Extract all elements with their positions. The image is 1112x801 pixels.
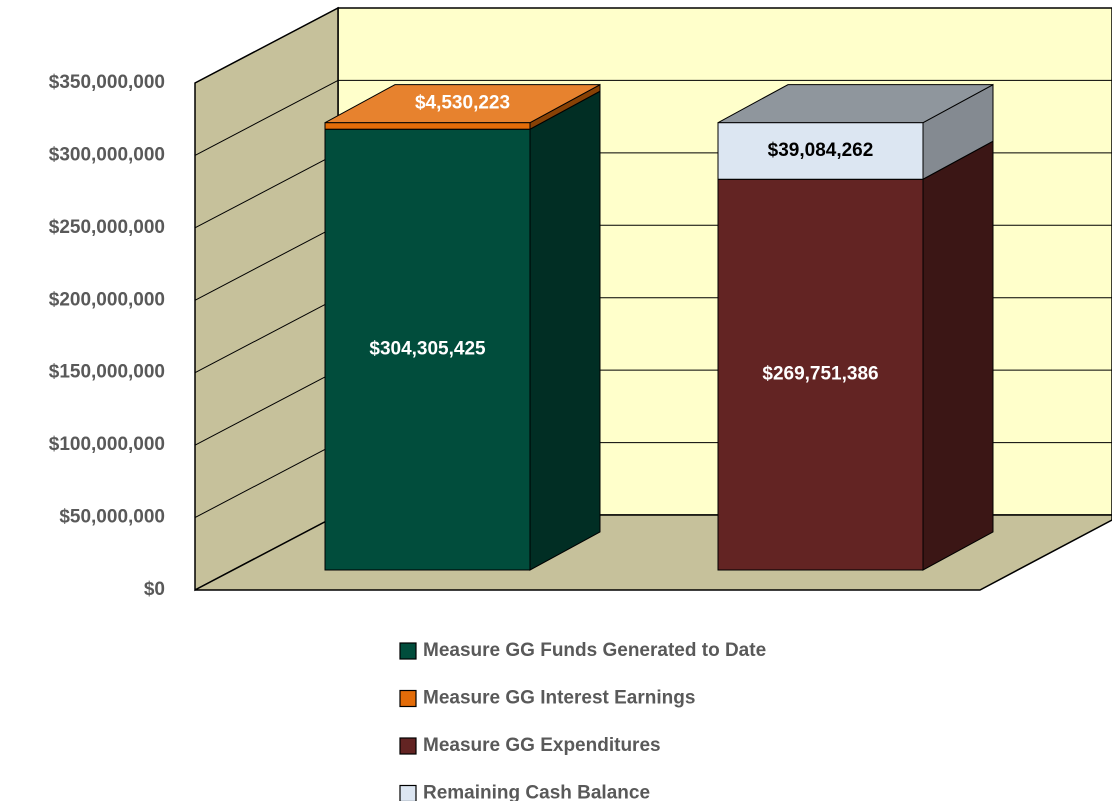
- legend-swatch: [399, 784, 417, 801]
- y-tick-label: $150,000,000: [49, 362, 165, 383]
- legend-swatch: [399, 689, 417, 708]
- grid-line: [194, 442, 339, 519]
- y-tick-label: $350,000,000: [49, 72, 165, 93]
- value-label: $39,084,262: [768, 140, 874, 161]
- y-tick-label: $250,000,000: [49, 217, 165, 238]
- bar-front: [717, 178, 924, 571]
- legend-swatch: [399, 642, 417, 660]
- value-label: $269,751,386: [762, 364, 878, 385]
- bar-front: [324, 122, 531, 130]
- bar-side: [529, 90, 601, 571]
- y-tick-label: $100,000,000: [49, 434, 165, 455]
- grid-line: [194, 152, 339, 229]
- legend-swatch: [399, 737, 417, 755]
- value-label: $304,305,425: [369, 339, 486, 360]
- grid-line: [194, 79, 339, 156]
- legend-label: Measure GG Funds Generated to Date: [423, 640, 766, 661]
- legend-label: Measure GG Interest Earnings: [423, 688, 695, 709]
- bar-top: [717, 84, 994, 124]
- grid-line: [194, 297, 339, 374]
- bar-front: [717, 122, 924, 180]
- bar-top: [324, 84, 601, 124]
- side-wall: [194, 6, 339, 592]
- y-tick-label: $200,000,000: [49, 289, 165, 310]
- value-label: $4,530,223: [415, 93, 510, 114]
- bar-side: [922, 140, 994, 571]
- legend-label: Measure GG Expenditures: [423, 735, 661, 756]
- y-tick-label: $300,000,000: [49, 144, 165, 165]
- grid-line: [194, 369, 339, 446]
- legend-label: Remaining Cash Balance: [423, 783, 650, 801]
- y-tick-label: $50,000,000: [59, 507, 165, 528]
- bar-front: [324, 128, 531, 571]
- grid-line: [194, 224, 339, 301]
- y-tick-label: $0: [144, 579, 165, 600]
- grid-line: [194, 7, 339, 84]
